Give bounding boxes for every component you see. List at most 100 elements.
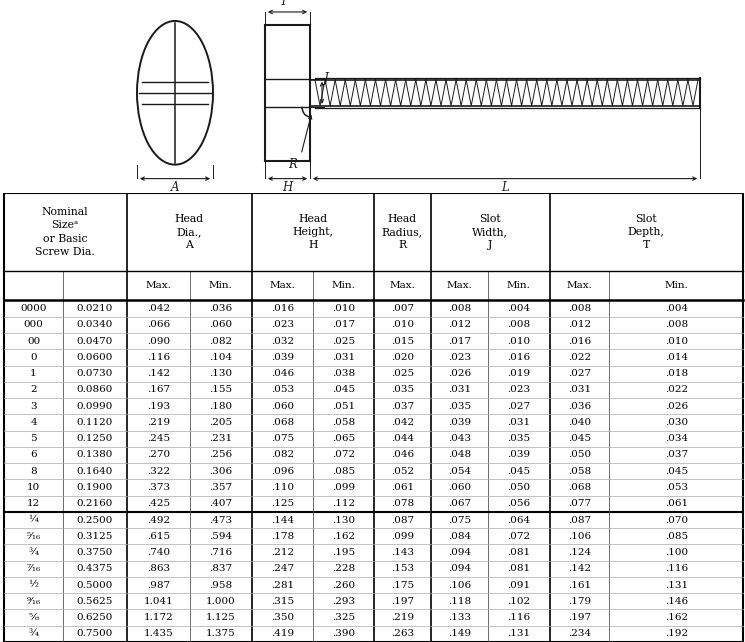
Text: .016: .016 (568, 336, 592, 345)
Text: .039: .039 (507, 451, 530, 460)
Text: .031: .031 (568, 385, 592, 394)
Text: Min.: Min. (664, 281, 688, 290)
Text: 0.0470: 0.0470 (77, 336, 113, 345)
Text: .193: .193 (147, 402, 170, 411)
Text: Head
Radius,
R: Head Radius, R (381, 214, 423, 250)
Text: .373: .373 (147, 483, 170, 492)
Text: .096: .096 (270, 467, 294, 476)
Text: .066: .066 (147, 320, 170, 329)
Text: .110: .110 (270, 483, 294, 492)
Text: .155: .155 (209, 385, 232, 394)
Text: .219: .219 (390, 613, 414, 622)
Text: .987: .987 (147, 580, 170, 589)
Text: .070: .070 (665, 516, 688, 525)
Text: .116: .116 (147, 353, 170, 362)
Text: .247: .247 (270, 564, 294, 573)
Text: R: R (288, 158, 297, 171)
Text: 0.1640: 0.1640 (77, 467, 113, 476)
Text: 1: 1 (31, 369, 37, 378)
Text: .018: .018 (665, 369, 688, 378)
Text: .130: .130 (332, 516, 355, 525)
Text: ⅝: ⅝ (28, 613, 39, 622)
Text: .031: .031 (448, 385, 471, 394)
Text: 00: 00 (27, 336, 40, 345)
Text: .234: .234 (568, 629, 592, 638)
Text: .197: .197 (390, 597, 414, 606)
Text: .014: .014 (665, 353, 688, 362)
Text: .035: .035 (390, 385, 414, 394)
Text: .058: .058 (332, 418, 355, 427)
Text: .008: .008 (507, 320, 530, 329)
Text: .153: .153 (390, 564, 414, 573)
Text: .052: .052 (390, 467, 414, 476)
Text: .085: .085 (332, 467, 355, 476)
Text: .425: .425 (147, 499, 170, 508)
Text: .019: .019 (507, 369, 530, 378)
Text: 1.435: 1.435 (144, 629, 173, 638)
Text: .094: .094 (448, 564, 471, 573)
Text: .104: .104 (209, 353, 232, 362)
Text: A: A (171, 180, 180, 194)
Text: ¼: ¼ (28, 516, 39, 525)
Text: .325: .325 (332, 613, 355, 622)
Text: .281: .281 (270, 580, 294, 589)
Text: .863: .863 (147, 564, 170, 573)
Text: 0.2160: 0.2160 (77, 499, 113, 508)
Text: 0.0860: 0.0860 (77, 385, 113, 394)
Text: .043: .043 (448, 434, 471, 443)
Text: .027: .027 (568, 369, 592, 378)
Text: .016: .016 (270, 304, 294, 313)
Text: .716: .716 (209, 548, 232, 557)
Text: .030: .030 (665, 418, 688, 427)
Text: .040: .040 (568, 418, 592, 427)
Text: .195: .195 (332, 548, 355, 557)
Text: Head
Dia.,
A: Head Dia., A (174, 214, 204, 250)
Text: .010: .010 (332, 304, 355, 313)
Text: .016: .016 (507, 353, 530, 362)
Text: .245: .245 (147, 434, 170, 443)
Text: .270: .270 (147, 451, 170, 460)
Text: Min.: Min. (332, 281, 355, 290)
Text: .315: .315 (270, 597, 294, 606)
Text: .228: .228 (332, 564, 355, 573)
Text: .061: .061 (665, 499, 688, 508)
Text: 0.0990: 0.0990 (77, 402, 113, 411)
Text: 8: 8 (31, 467, 37, 476)
Text: .053: .053 (270, 385, 294, 394)
Text: .035: .035 (507, 434, 530, 443)
Text: .060: .060 (209, 320, 232, 329)
Text: .958: .958 (209, 580, 232, 589)
Text: .081: .081 (507, 548, 530, 557)
Text: 0.5000: 0.5000 (77, 580, 113, 589)
Text: .078: .078 (390, 499, 414, 508)
Text: 0.2500: 0.2500 (77, 516, 113, 525)
Text: .492: .492 (147, 516, 170, 525)
Text: .008: .008 (665, 320, 688, 329)
Text: .212: .212 (270, 548, 294, 557)
Text: L: L (501, 180, 509, 194)
Text: .099: .099 (332, 483, 355, 492)
Text: .034: .034 (665, 434, 688, 443)
Text: 1.041: 1.041 (144, 597, 173, 606)
Text: .131: .131 (665, 580, 688, 589)
Text: .010: .010 (507, 336, 530, 345)
Text: .060: .060 (448, 483, 471, 492)
Text: .407: .407 (209, 499, 232, 508)
Text: 1.172: 1.172 (144, 613, 173, 622)
Text: .293: .293 (332, 597, 355, 606)
Text: 0.0730: 0.0730 (77, 369, 113, 378)
Text: .072: .072 (507, 532, 530, 541)
Text: 0.5625: 0.5625 (77, 597, 113, 606)
Text: .035: .035 (448, 402, 471, 411)
Text: .350: .350 (270, 613, 294, 622)
Text: 1.000: 1.000 (206, 597, 235, 606)
Text: Max.: Max. (567, 281, 592, 290)
Text: .837: .837 (209, 564, 232, 573)
Text: .010: .010 (665, 336, 688, 345)
Text: .149: .149 (448, 629, 471, 638)
Text: 000: 000 (24, 320, 43, 329)
Text: .192: .192 (665, 629, 688, 638)
Text: ⁷⁄₁₆: ⁷⁄₁₆ (27, 564, 40, 573)
Text: .056: .056 (507, 499, 530, 508)
Text: .039: .039 (270, 353, 294, 362)
